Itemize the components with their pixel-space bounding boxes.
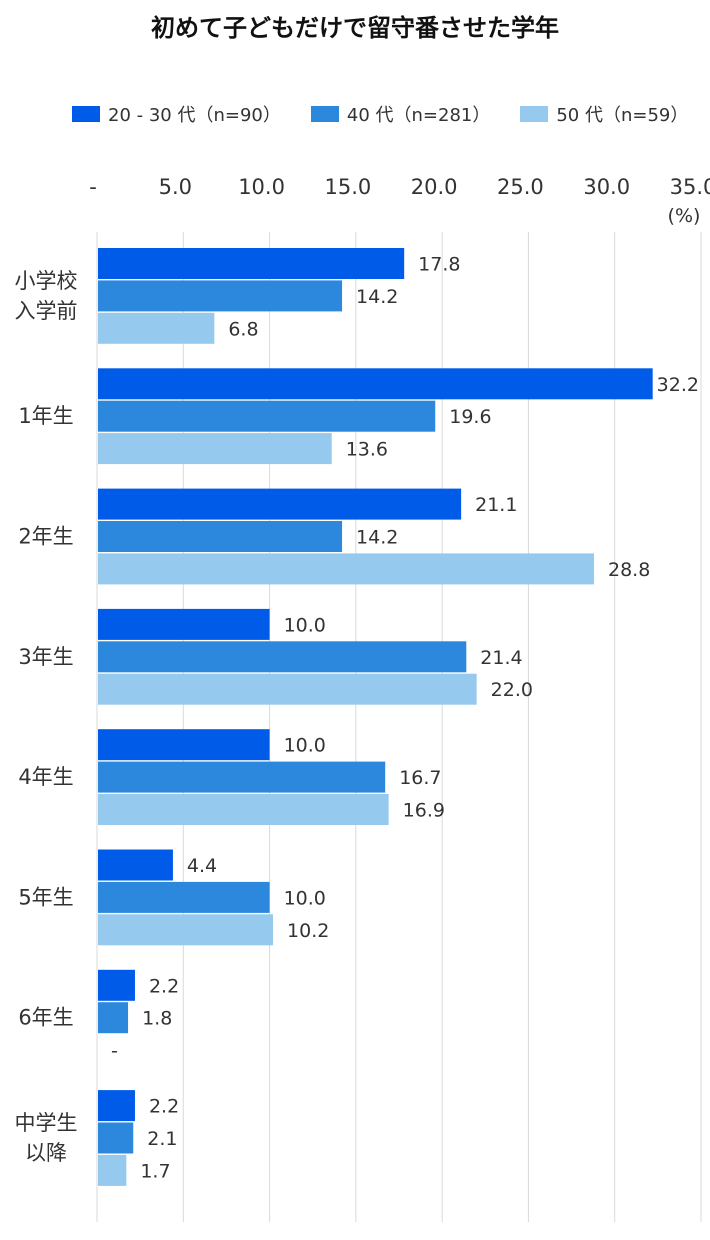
bar [98,914,274,946]
data-label: 21.1 [475,494,517,516]
legend-label: 40 代（n=281） [346,105,491,126]
bar [98,312,215,344]
bar [98,1154,127,1186]
bar [98,881,270,913]
category-label: 2年生 [18,525,73,549]
x-tick-label: - [89,175,97,199]
category-label: 1年生 [18,404,73,428]
data-label: - [111,1040,118,1062]
chart-title: 初めて子どもだけで留守番させた学年 [151,14,559,42]
x-tick-label: 25.0 [497,175,544,199]
data-label: 13.6 [346,439,388,461]
x-tick-label: 35.0 [670,175,710,199]
data-label: 10.2 [287,920,329,942]
bar [98,280,343,312]
data-label: 14.2 [356,527,398,549]
data-label: 10.0 [284,735,326,757]
bar [98,1002,129,1034]
data-label: 16.7 [399,767,441,789]
category-label: 中学生 [15,1111,78,1135]
data-label: 14.2 [356,286,398,308]
data-label: 19.6 [449,406,491,428]
legend-item: 20 - 30 代（n=90） [72,101,281,127]
data-label: 2.2 [149,975,179,997]
data-label: 4.4 [187,855,217,877]
data-label: 10.0 [284,887,326,909]
data-label: 16.9 [403,800,445,822]
bar [98,521,343,552]
data-label: 6.8 [228,318,258,340]
x-tick-label: 30.0 [583,175,630,199]
x-tick-label: 10.0 [238,175,285,199]
data-label: 32.2 [657,374,699,396]
bar [98,488,462,520]
bar [98,368,653,400]
bar [98,794,389,825]
x-tick-label: 20.0 [411,175,458,199]
legend-swatch [520,106,549,122]
bar [98,729,270,761]
data-label: 1.7 [140,1160,170,1182]
legend-swatch [72,106,100,122]
category-label: 小学校 [15,269,78,293]
category-label: 6年生 [18,1006,73,1030]
bar [98,553,595,585]
bar [98,400,436,432]
bar [98,673,477,705]
bar [98,433,332,465]
legend-item: 50 代（n=59） [520,101,688,127]
data-label: 22.0 [491,679,533,701]
x-tick-label: 5.0 [159,175,192,199]
legend-label: 20 - 30 代（n=90） [108,105,281,126]
data-label: 28.8 [608,559,650,581]
category-label: 以降 [25,1141,67,1165]
data-label: 1.8 [142,1008,172,1030]
legend: 20 - 30 代（n=90） 40 代（n=281） 50 代（n=59） [72,100,710,128]
bar [98,1122,134,1154]
legend-swatch [310,106,339,122]
data-label: 21.4 [480,647,522,669]
bar [98,1090,135,1122]
category-label: 5年生 [18,885,73,909]
category-label: 4年生 [18,765,73,789]
bar [98,969,135,1001]
bar [98,608,270,640]
bar [98,641,467,673]
bar [98,849,173,881]
bar [98,761,386,793]
category-label: 入学前 [15,299,78,323]
data-label: 2.2 [149,1096,179,1118]
legend-item: 40 代（n=281） [310,101,491,127]
data-label: 17.8 [418,254,460,276]
axis-unit-label: (%) [668,205,701,227]
legend-label: 50 代（n=59） [556,105,689,126]
data-label: 2.1 [147,1128,177,1150]
x-tick-label: 15.0 [324,175,371,199]
category-label: 3年生 [18,645,73,669]
bar [98,248,405,279]
data-label: 10.0 [284,614,326,636]
